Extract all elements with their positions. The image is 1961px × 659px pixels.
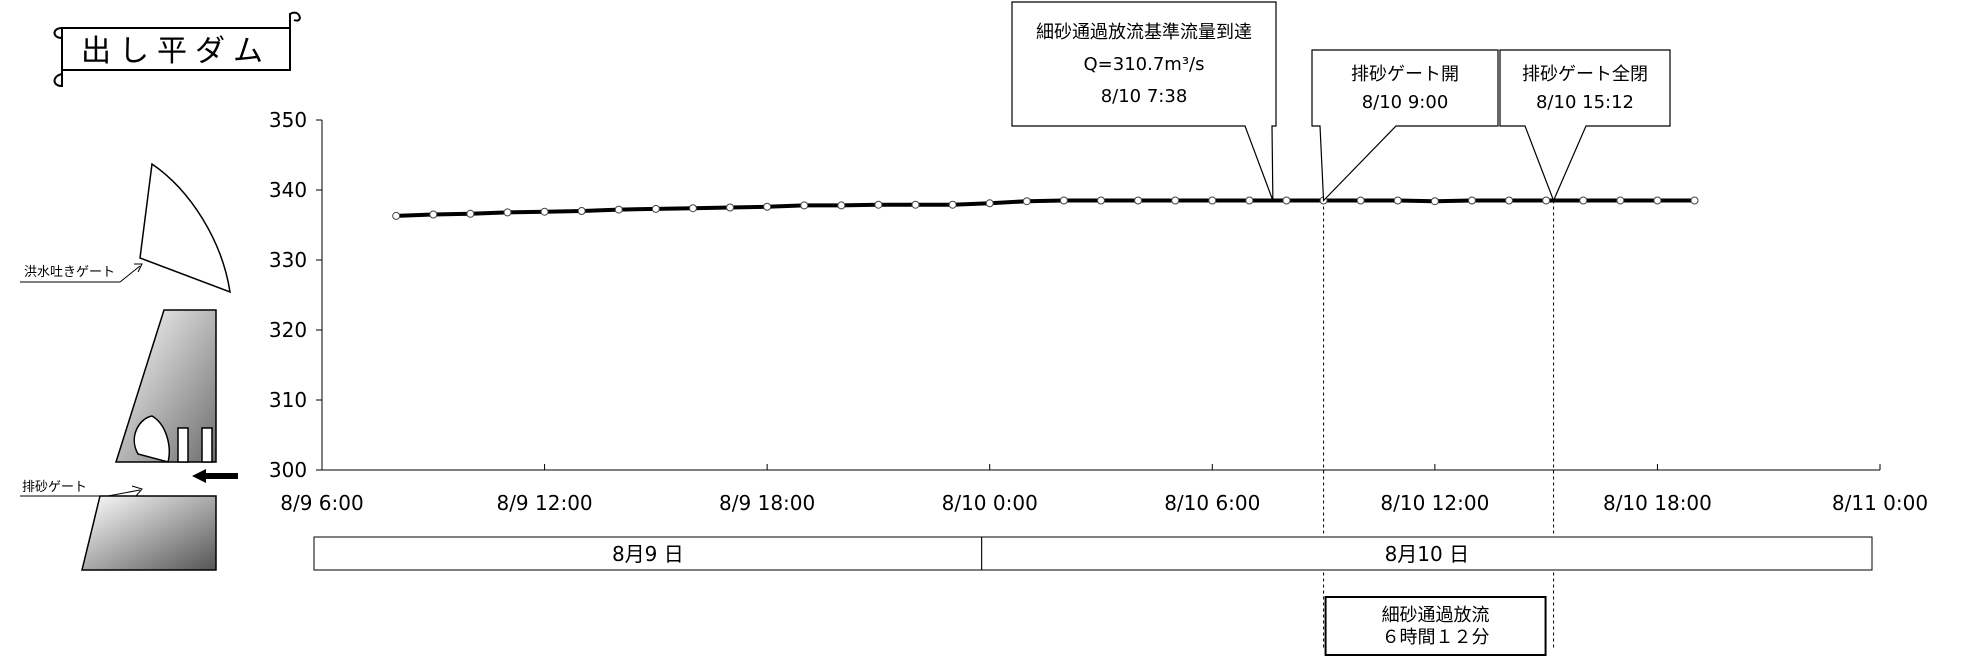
x-tick-label: 8/10 12:00 bbox=[1380, 491, 1489, 515]
data-point bbox=[874, 200, 883, 209]
duration-box-frame bbox=[1324, 596, 1547, 656]
callout-box bbox=[1311, 49, 1499, 202]
data-point bbox=[763, 202, 772, 211]
callout-box bbox=[1011, 1, 1277, 201]
data-point bbox=[948, 200, 957, 209]
data-point bbox=[503, 208, 512, 217]
data-point bbox=[1690, 196, 1699, 205]
dam-diagram: 洪水吐きゲート 排砂ゲート bbox=[20, 162, 238, 571]
callout-box bbox=[1499, 49, 1671, 203]
duration-box-text: ６時間１２分 bbox=[1382, 627, 1490, 648]
data-point bbox=[1022, 197, 1031, 206]
y-tick-label: 330 bbox=[269, 248, 307, 272]
x-tick-label: 8/10 18:00 bbox=[1603, 491, 1712, 515]
annotation-callout: 排砂ゲート全閉 8/10 15:12 bbox=[1499, 49, 1671, 203]
flood-gate-label: 洪水吐きゲート bbox=[24, 265, 115, 280]
data-point bbox=[1059, 196, 1068, 205]
callout-text: 8/10 15:12 bbox=[1536, 92, 1634, 113]
y-tick-label: 300 bbox=[269, 458, 307, 482]
data-point bbox=[1542, 196, 1551, 205]
chart-plot-area bbox=[392, 196, 1699, 220]
data-point bbox=[1653, 196, 1662, 205]
date-band-box bbox=[981, 536, 1873, 571]
data-point bbox=[1282, 196, 1291, 205]
title-banner: 出し平ダム bbox=[53, 11, 301, 88]
callout-text: 排砂ゲート開 bbox=[1351, 64, 1459, 85]
callout-text: Q=310.7m³/s bbox=[1084, 54, 1205, 75]
callout-text: 排砂ゲート全閉 bbox=[1522, 64, 1648, 85]
data-point bbox=[688, 204, 697, 213]
data-point bbox=[911, 200, 920, 209]
data-point bbox=[1097, 196, 1105, 205]
callout-text: 細砂通過放流基準流量到達 bbox=[1036, 22, 1252, 43]
data-point bbox=[392, 211, 401, 220]
chart-guide-lines bbox=[1323, 200, 1555, 650]
data-point bbox=[651, 204, 660, 213]
x-tick-label: 8/9 12:00 bbox=[496, 491, 592, 515]
data-point bbox=[577, 207, 586, 215]
sediment-gate-label: 排砂ゲート bbox=[22, 480, 87, 495]
x-tick-label: 8/11 0:00 bbox=[1832, 491, 1928, 515]
date-band-label: 8月10 日 bbox=[1385, 542, 1470, 566]
date-band-box bbox=[313, 536, 983, 571]
y-tick-label: 340 bbox=[269, 178, 307, 202]
data-point bbox=[540, 207, 549, 216]
date-bands: 8月9 日 8月10 日 bbox=[313, 536, 1873, 571]
y-tick-label: 320 bbox=[269, 318, 307, 342]
dam-lower-body bbox=[81, 495, 217, 571]
series-line bbox=[396, 198, 1695, 218]
annotation-callout: 排砂ゲート開 8/10 9:00 bbox=[1311, 49, 1499, 202]
data-point bbox=[800, 201, 809, 210]
chart-axes: 300 310 320 330 340 350 8/9 6:00 8/9 12:00 8/9 1… bbox=[269, 108, 1928, 515]
chart-callouts: 細砂通過放流基準流量到達 Q=310.7m³/s 8/10 7:38 排砂ゲート開 8/… bbox=[1011, 1, 1671, 203]
callout-text: 8/10 9:00 bbox=[1362, 92, 1449, 113]
data-point bbox=[1467, 196, 1476, 205]
x-tick-label: 8/9 18:00 bbox=[719, 491, 815, 515]
date-band: 8月10 日 bbox=[981, 536, 1873, 571]
x-tick-label: 8/10 6:00 bbox=[1164, 491, 1260, 515]
y-tick-label: 310 bbox=[269, 388, 307, 412]
data-point bbox=[1134, 196, 1143, 205]
y-tick-label: 350 bbox=[269, 108, 307, 132]
data-point bbox=[466, 209, 475, 218]
data-point bbox=[1393, 196, 1402, 205]
date-band-label: 8月9 日 bbox=[612, 542, 684, 566]
flow-arrow-icon bbox=[192, 469, 238, 483]
annotation-callout: 細砂通過放流基準流量到達 Q=310.7m³/s 8/10 7:38 bbox=[1011, 1, 1277, 201]
data-point bbox=[837, 201, 846, 210]
data-point bbox=[985, 199, 994, 208]
data-point bbox=[1245, 196, 1254, 205]
data-point bbox=[614, 205, 623, 214]
x-tick-label: 8/10 0:00 bbox=[942, 491, 1038, 515]
data-point bbox=[429, 210, 438, 219]
sediment-gate-shape bbox=[133, 415, 170, 463]
date-band: 8月9 日 bbox=[313, 536, 983, 571]
data-point bbox=[1579, 196, 1588, 205]
x-tick-label: 8/9 6:00 bbox=[280, 491, 363, 515]
data-point bbox=[1208, 196, 1217, 205]
flood-gate-shape bbox=[139, 162, 231, 294]
callout-text: 8/10 7:38 bbox=[1101, 86, 1188, 107]
duration-box-text: 細砂通過放流 bbox=[1382, 605, 1490, 626]
data-point bbox=[1505, 196, 1514, 205]
data-point bbox=[1430, 197, 1439, 206]
data-point bbox=[726, 203, 735, 212]
data-point bbox=[1171, 196, 1180, 205]
data-point bbox=[1616, 196, 1625, 205]
page-title: 出し平ダム bbox=[81, 34, 271, 69]
data-point bbox=[1356, 196, 1365, 205]
